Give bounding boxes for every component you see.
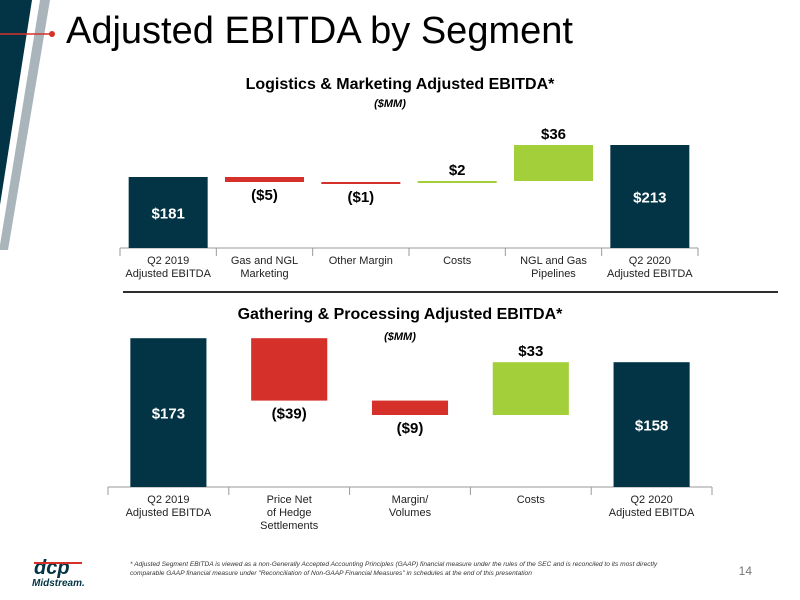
title-accent-line (0, 31, 55, 37)
category-label: Q2 2019 Adjusted EBITDA (125, 255, 211, 280)
data-label: $2 (449, 162, 466, 179)
page-number: 14 (738, 564, 752, 578)
category-label: Costs (517, 494, 546, 506)
bar-decrease (321, 182, 401, 184)
category-label: Price Net of Hedge Settlements (260, 494, 319, 532)
chart-unit-gathering: ($MM) (384, 331, 416, 343)
category-label: Q2 2019 Adjusted EBITDA (126, 494, 212, 519)
category-label: NGL and Gas Pipelines (520, 255, 587, 280)
dcp-midstream-logo: dcp Midstream. (32, 557, 85, 589)
section-divider (123, 291, 778, 293)
svg-text:dcp: dcp (34, 557, 70, 579)
page-title: Adjusted EBITDA by Segment (66, 10, 573, 52)
bar-increase (514, 145, 593, 181)
chart-title-logistics: Logistics & Marketing Adjusted EBITDA* (245, 76, 555, 93)
bar-decrease (225, 177, 304, 182)
category-label: Q2 2020 Adjusted EBITDA (609, 494, 695, 519)
category-label: Gas and NGL Marketing (231, 255, 298, 280)
svg-text:Midstream.: Midstream. (32, 578, 85, 589)
decorative-stripes (0, 0, 50, 250)
chart-title-gathering: Gathering & Processing Adjusted EBITDA* (237, 306, 563, 323)
data-label: ($39) (272, 406, 307, 423)
bar-total (128, 177, 208, 248)
bar-total (613, 362, 690, 487)
category-label: Costs (443, 255, 472, 267)
category-label: Other Margin (329, 255, 393, 267)
data-label: ($9) (397, 420, 424, 437)
data-label: $36 (541, 126, 566, 143)
category-label: Margin/Volumes (389, 494, 432, 519)
data-label: $181 (151, 206, 184, 223)
bar-total (130, 338, 207, 487)
data-label: ($1) (347, 189, 374, 206)
data-label: $213 (633, 190, 666, 207)
bar-decrease (371, 400, 449, 415)
data-label: $33 (518, 343, 543, 360)
footnote: * Adjusted Segment EBITDA is viewed as a… (130, 561, 658, 577)
bar-decrease (251, 338, 328, 401)
bar-increase (492, 362, 569, 415)
data-label: ($5) (251, 187, 278, 204)
bar-total (610, 145, 690, 248)
category-label: Q2 2020 Adjusted EBITDA (607, 255, 693, 280)
data-label: $173 (152, 406, 185, 423)
data-label: $158 (635, 418, 668, 435)
bar-increase (417, 181, 497, 183)
chart-unit-logistics: ($MM) (374, 98, 406, 110)
